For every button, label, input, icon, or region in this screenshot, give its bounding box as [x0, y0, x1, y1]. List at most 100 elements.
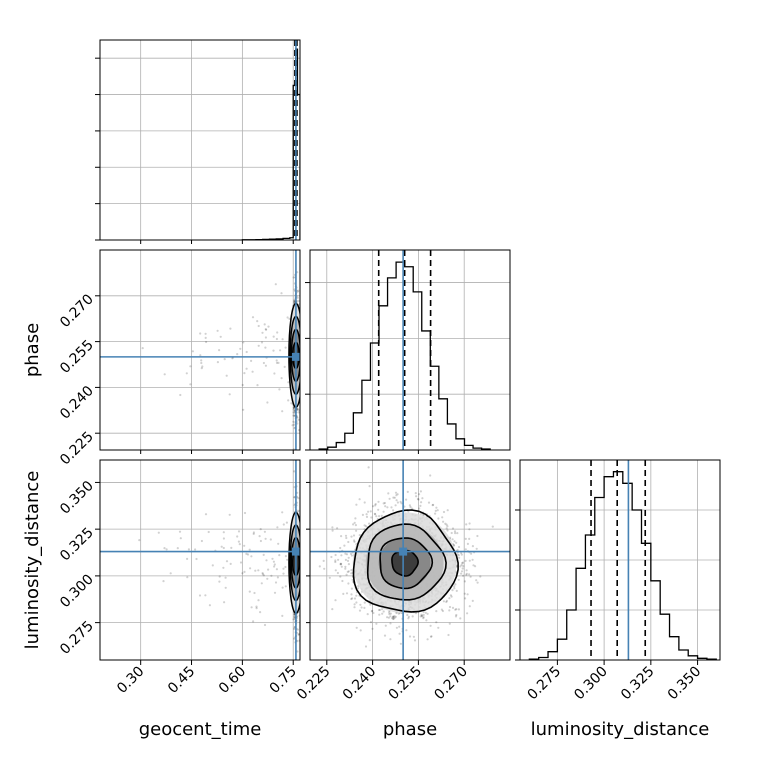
sample-point [462, 574, 465, 577]
truth-marker [291, 352, 300, 361]
hist-panel-phase [305, 249, 511, 451]
sample-point [297, 418, 300, 421]
sample-point [422, 616, 425, 619]
sample-point [363, 601, 366, 604]
sample-point [353, 603, 356, 606]
sample-point [250, 606, 253, 609]
sample-point [392, 617, 395, 620]
sample-point [360, 606, 363, 609]
sample-point [399, 642, 402, 645]
sample-point [334, 569, 337, 572]
sample-point [265, 559, 268, 562]
sample-point [263, 623, 267, 627]
sample-point [407, 617, 410, 620]
sample-point [408, 504, 411, 507]
sample-point [281, 338, 284, 341]
sample-point [476, 534, 479, 538]
sample-point [261, 572, 264, 575]
sample-point [344, 558, 347, 562]
sample-point [454, 532, 457, 535]
sample-point [296, 422, 299, 425]
sample-point [228, 393, 231, 396]
sample-point [412, 635, 415, 638]
sample-point [252, 620, 255, 623]
sample-point [339, 546, 342, 550]
sample-point [229, 562, 232, 566]
sample-point [260, 341, 264, 344]
sample-point [459, 565, 462, 568]
sample-point [334, 599, 337, 602]
sample-point [352, 523, 355, 526]
sample-point [245, 552, 248, 556]
sample-point [383, 634, 387, 637]
sample-point [255, 605, 258, 608]
sample-point [421, 614, 424, 617]
sample-point [384, 505, 387, 508]
sample-point [448, 605, 452, 609]
sample-point [205, 340, 208, 344]
sample-point [169, 572, 172, 575]
sample-point [263, 530, 266, 533]
histogram-luminosity_distance [528, 471, 717, 660]
scatter-panel-phase-luminosity_distance [309, 459, 511, 661]
sample-point [239, 347, 242, 350]
sample-point [292, 276, 295, 279]
sample-point [246, 553, 250, 556]
sample-point [365, 513, 368, 516]
sample-point [243, 372, 246, 375]
sample-point [445, 523, 448, 526]
sample-point [264, 346, 267, 349]
sample-point [363, 501, 366, 504]
sample-point [243, 570, 246, 574]
sample-point [218, 349, 221, 352]
sample-point [301, 357, 303, 359]
sample-point [466, 612, 469, 615]
sample-point [455, 608, 458, 611]
sample-point [393, 616, 396, 620]
sample-point [460, 551, 463, 555]
sample-point [323, 567, 326, 570]
sample-point [464, 559, 467, 563]
sample-point [353, 540, 356, 543]
sample-point [292, 411, 295, 414]
sample-point [293, 423, 296, 426]
sample-point [379, 608, 382, 612]
sample-point [231, 357, 234, 360]
sample-point [394, 491, 398, 494]
sample-point [257, 344, 260, 347]
sample-point [394, 615, 397, 618]
sample-point [331, 608, 334, 611]
sample-point [281, 511, 284, 514]
sample-point [275, 568, 278, 571]
sample-point [258, 535, 261, 538]
sample-point [419, 512, 422, 516]
sample-point [224, 576, 227, 579]
sample-point [363, 524, 366, 527]
sample-point [453, 585, 456, 588]
sample-point [380, 514, 383, 518]
sample-point [422, 613, 425, 617]
sample-point [391, 617, 394, 620]
sample-point [455, 541, 458, 544]
sample-point [255, 607, 258, 610]
sample-point [468, 573, 471, 576]
sample-point [264, 537, 267, 540]
sample-point [370, 610, 373, 613]
sample-point [242, 408, 245, 411]
sample-point [350, 587, 353, 590]
sample-point [355, 594, 358, 597]
sample-point [454, 608, 457, 611]
sample-point [270, 574, 273, 577]
sample-point [395, 626, 398, 629]
sample-point [138, 539, 141, 542]
sample-point [471, 599, 474, 603]
sample-point [421, 497, 424, 500]
sample-point [195, 557, 198, 561]
sample-point [451, 606, 455, 610]
sample-point [201, 365, 204, 368]
sample-point [230, 546, 233, 550]
sample-point [475, 547, 478, 550]
sample-point [340, 562, 343, 566]
sample-point [254, 569, 257, 572]
